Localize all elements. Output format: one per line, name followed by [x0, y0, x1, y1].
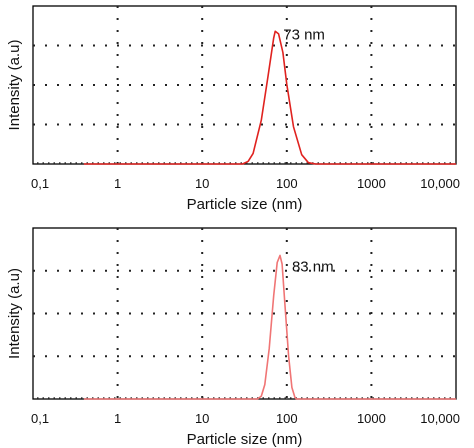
x-axis-title: Particle size (nm): [187, 431, 303, 448]
chart-panel-bottom: 0,1 1 10 100 1000 10,000 Particle size (nm) Int…: [6, 227, 460, 448]
x-tick-label: 10: [195, 411, 209, 426]
x-tick-label: 0,1: [31, 411, 49, 426]
peak-annotation: 73 nm: [283, 26, 325, 43]
x-tick-label: 10,000: [420, 411, 460, 426]
series-line: [83, 254, 456, 400]
x-axis-title: Particle size (nm): [187, 196, 303, 213]
x-tick-label: 1: [114, 411, 121, 426]
x-tick-label: 0,1: [31, 176, 49, 191]
series-line: [83, 30, 456, 165]
plot-frame: [32, 5, 457, 165]
plot-frame: [32, 227, 457, 400]
chart-panel-top: 0,1 1 10 100 1000 10,000 Particle size (nm) Int…: [6, 5, 460, 213]
x-tick-label: 10: [195, 176, 209, 191]
peak-annotation: 83 nm: [292, 258, 334, 275]
y-axis-title: Intensity (a.u): [6, 40, 23, 131]
x-tick-label: 10,000: [420, 176, 460, 191]
y-axis-title: Intensity (a.u): [6, 268, 23, 359]
x-tick-label: 100: [276, 411, 298, 426]
x-tick-label: 1000: [357, 176, 386, 191]
x-tick-label: 1000: [357, 411, 386, 426]
x-tick-label: 100: [276, 176, 298, 191]
x-tick-label: 1: [114, 176, 121, 191]
